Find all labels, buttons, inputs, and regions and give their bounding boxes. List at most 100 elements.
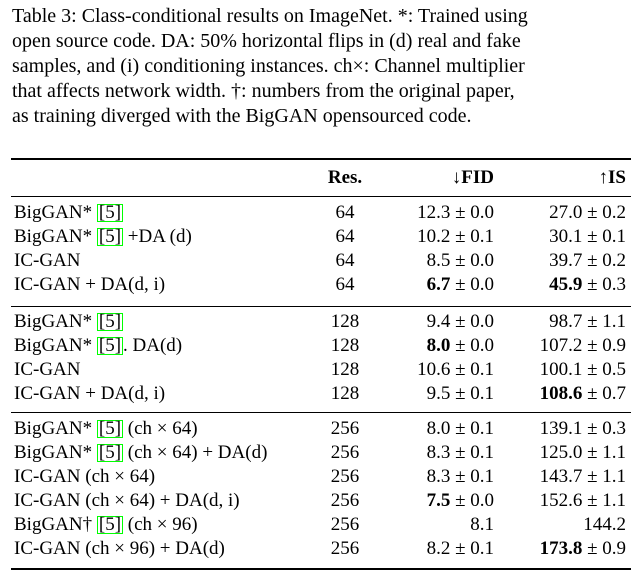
- fid-cell: 8.3 ± 0.1: [426, 466, 494, 487]
- is-cell-std: ± 0.7: [582, 383, 626, 404]
- method-cell: BigGAN* [5] (ch × 64): [14, 417, 198, 441]
- res-cell: 64: [335, 274, 355, 295]
- res-cell: 128: [330, 311, 360, 332]
- top-rule: [11, 158, 631, 160]
- table-row: IC-GAN 128 10.6 ± 0.1 100.1 ± 0.5: [0, 358, 641, 382]
- res-cell: 64: [335, 250, 355, 271]
- method-text: IC-GAN (ch × 64) + DA(d, i): [14, 490, 240, 511]
- table-row: BigGAN* [5] (ch × 64) + DA(d) 256 8.3 ± 0.…: [0, 441, 641, 465]
- fid-cell: 8.0 ± 0.0: [390, 334, 494, 358]
- method-suffix: (ch × 64): [123, 418, 198, 439]
- is-cell: 108.6 ± 0.7: [500, 382, 626, 406]
- is-cell: 30.1 ± 0.1: [549, 226, 626, 247]
- caption-line-1: Table 3: Class-conditional results on Im…: [12, 5, 528, 27]
- method-cell: IC-GAN + DA(d, i): [14, 273, 165, 297]
- is-cell: 139.1 ± 0.3: [539, 418, 626, 439]
- table-row: IC-GAN + DA(d, i) 128 9.5 ± 0.1 108.6 ± 0.7: [0, 382, 641, 406]
- fid-cell: 8.5 ± 0.0: [426, 250, 494, 271]
- table-row: BigGAN* [5] +DA (d) 64 10.2 ± 0.1 30.1 ± 0.…: [0, 225, 641, 249]
- method-text: BigGAN*: [14, 335, 97, 356]
- header-rule: [11, 196, 631, 197]
- is-cell: 152.6 ± 1.1: [539, 490, 626, 511]
- method-suffix: +DA (d): [123, 226, 192, 247]
- res-cell: 64: [335, 226, 355, 247]
- citation-link[interactable]: [5]: [96, 311, 124, 332]
- fid-cell-std: ± 0.0: [450, 274, 494, 295]
- is-cell: 98.7 ± 1.1: [549, 311, 626, 332]
- method-text: BigGAN*: [14, 311, 97, 332]
- res-cell: 256: [330, 442, 360, 463]
- is-cell: 125.0 ± 1.1: [539, 442, 626, 463]
- fid-cell: 9.5 ± 0.1: [426, 383, 494, 404]
- fid-cell: 10.6 ± 0.1: [417, 359, 494, 380]
- res-cell: 64: [335, 202, 355, 223]
- method-text: IC-GAN (ch × 96) + DA(d): [14, 538, 225, 559]
- res-cell: 256: [330, 490, 360, 511]
- is-cell-std: ± 0.9: [582, 538, 626, 559]
- header-res: Res.: [327, 167, 363, 188]
- method-cell: IC-GAN + DA(d, i): [14, 382, 165, 406]
- is-cell-best: 45.9: [549, 274, 583, 295]
- citation-link[interactable]: [5]: [96, 514, 124, 535]
- method-cell: BigGAN* [5] (ch × 64) + DA(d): [14, 441, 267, 465]
- fid-cell-best: 8.0: [426, 335, 451, 356]
- citation-link[interactable]: [5]: [96, 226, 124, 247]
- fid-cell: 8.2 ± 0.1: [426, 538, 494, 559]
- fid-cell: 12.3 ± 0.0: [417, 202, 494, 223]
- method-cell: IC-GAN (ch × 64): [14, 465, 155, 489]
- res-cell: 256: [330, 514, 360, 535]
- method-text: BigGAN*: [14, 226, 97, 247]
- fid-cell-best: 7.5: [426, 490, 451, 511]
- table-row: IC-GAN (ch × 64) + DA(d, i) 256 7.5 ± 0.0 1…: [0, 489, 641, 513]
- caption-line-3: samples, and (i) conditioning instances.…: [12, 55, 525, 77]
- is-cell: 107.2 ± 0.9: [539, 335, 626, 356]
- table-row: IC-GAN 64 8.5 ± 0.0 39.7 ± 0.2: [0, 249, 641, 273]
- method-cell: BigGAN* [5]: [14, 201, 124, 225]
- group-rule-1: [11, 306, 631, 307]
- method-text: IC-GAN + DA(d, i): [14, 383, 166, 404]
- table-row: BigGAN* [5] (ch × 64) 256 8.0 ± 0.1 139.1 ±…: [0, 417, 641, 441]
- method-text: BigGAN†: [14, 514, 97, 535]
- table-row: IC-GAN (ch × 64) 256 8.3 ± 0.1 143.7 ± 1.1: [0, 465, 641, 489]
- res-cell: 256: [330, 466, 360, 487]
- citation-link[interactable]: [5]: [96, 202, 124, 223]
- caption-line-5: as training diverged with the BigGAN ope…: [12, 105, 472, 127]
- table-row: IC-GAN + DA(d, i) 64 6.7 ± 0.0 45.9 ± 0.3: [0, 273, 641, 297]
- fid-cell-std: ± 0.0: [450, 490, 494, 511]
- method-suffix: (ch × 64) + DA(d): [123, 442, 268, 463]
- method-text: BigGAN*: [14, 418, 97, 439]
- method-text: IC-GAN + DA(d, i): [14, 274, 166, 295]
- method-text: BigGAN*: [14, 442, 97, 463]
- method-text: BigGAN*: [14, 202, 97, 223]
- bottom-rule: [11, 568, 631, 570]
- header-is: ↑IS: [598, 167, 626, 188]
- table-caption: Table 3: Class-conditional results on Im…: [12, 4, 634, 129]
- fid-cell: 10.2 ± 0.1: [417, 226, 494, 247]
- citation-link[interactable]: [5]: [96, 335, 124, 356]
- fid-cell: 8.3 ± 0.1: [426, 442, 494, 463]
- is-cell: 144.2: [583, 514, 626, 535]
- citation-link[interactable]: [5]: [96, 418, 124, 439]
- is-cell: 173.8 ± 0.9: [500, 537, 626, 561]
- caption-line-2: open source code. DA: 50% horizontal fli…: [12, 30, 521, 52]
- fid-cell-best: 6.7: [426, 274, 451, 295]
- method-text: IC-GAN (ch × 64): [14, 466, 156, 487]
- group-rule-2: [11, 412, 631, 413]
- res-cell: 256: [330, 538, 360, 559]
- fid-cell: 9.4 ± 0.0: [426, 311, 494, 332]
- method-cell: IC-GAN: [14, 358, 81, 382]
- res-cell: 128: [330, 383, 360, 404]
- method-suffix: . DA(d): [123, 335, 183, 356]
- citation-link[interactable]: [5]: [96, 442, 124, 463]
- method-cell: BigGAN* [5] +DA (d): [14, 225, 192, 249]
- method-cell: IC-GAN: [14, 249, 81, 273]
- is-cell: 143.7 ± 1.1: [539, 466, 626, 487]
- is-cell: 39.7 ± 0.2: [549, 250, 626, 271]
- is-cell: 27.0 ± 0.2: [549, 202, 626, 223]
- is-cell-std: ± 0.3: [582, 274, 626, 295]
- table-row: BigGAN* [5]. DA(d) 128 8.0 ± 0.0 107.2 ± 0.…: [0, 334, 641, 358]
- table-row: BigGAN† [5] (ch × 96) 256 8.1 144.2: [0, 513, 641, 537]
- is-cell-best: 173.8: [539, 538, 583, 559]
- header-fid: ↓FID: [451, 167, 494, 188]
- fid-cell: 7.5 ± 0.0: [390, 489, 494, 513]
